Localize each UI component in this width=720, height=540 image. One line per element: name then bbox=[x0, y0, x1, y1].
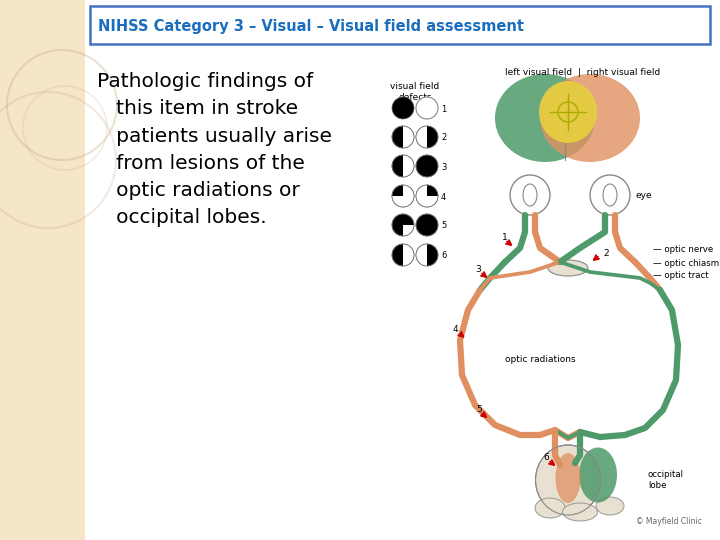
Ellipse shape bbox=[540, 74, 640, 162]
Text: 3: 3 bbox=[441, 163, 446, 172]
Text: optic radiations: optic radiations bbox=[505, 355, 575, 364]
Wedge shape bbox=[403, 155, 414, 177]
Ellipse shape bbox=[562, 503, 598, 521]
Text: occipital
lobe: occipital lobe bbox=[648, 470, 684, 490]
Circle shape bbox=[416, 244, 438, 266]
Wedge shape bbox=[403, 126, 414, 148]
Wedge shape bbox=[416, 185, 427, 207]
Circle shape bbox=[416, 97, 438, 119]
Wedge shape bbox=[403, 185, 414, 207]
FancyBboxPatch shape bbox=[90, 6, 710, 44]
Text: 5: 5 bbox=[476, 406, 482, 415]
Wedge shape bbox=[392, 196, 403, 207]
Text: visual field
defects: visual field defects bbox=[390, 82, 440, 102]
Text: NIHSS Category 3 – Visual – Visual field assessment: NIHSS Category 3 – Visual – Visual field… bbox=[98, 19, 524, 35]
Wedge shape bbox=[416, 244, 427, 266]
Text: 1: 1 bbox=[502, 233, 508, 242]
Circle shape bbox=[392, 155, 414, 177]
Wedge shape bbox=[427, 196, 438, 207]
Text: 1: 1 bbox=[441, 105, 446, 113]
Text: 4: 4 bbox=[441, 192, 446, 201]
Circle shape bbox=[416, 214, 438, 236]
Ellipse shape bbox=[539, 81, 597, 143]
Circle shape bbox=[392, 97, 414, 119]
Bar bbox=[85, 0, 720, 540]
Ellipse shape bbox=[548, 260, 588, 276]
Text: — optic nerve: — optic nerve bbox=[653, 246, 714, 254]
Wedge shape bbox=[403, 244, 414, 266]
Text: Pathologic findings of
   this item in stroke
   patients usually arise
   from : Pathologic findings of this item in stro… bbox=[97, 72, 332, 227]
Ellipse shape bbox=[535, 498, 565, 518]
Text: 6: 6 bbox=[441, 252, 446, 260]
Ellipse shape bbox=[495, 74, 595, 162]
Ellipse shape bbox=[556, 453, 580, 503]
Circle shape bbox=[510, 175, 550, 215]
Text: 6: 6 bbox=[543, 454, 549, 462]
Text: 4: 4 bbox=[453, 326, 459, 334]
Circle shape bbox=[416, 185, 438, 207]
Text: 5: 5 bbox=[441, 221, 446, 231]
Text: 3: 3 bbox=[475, 266, 481, 274]
Circle shape bbox=[392, 126, 414, 148]
Text: 2: 2 bbox=[441, 133, 446, 143]
Text: left visual field  |  right visual field: left visual field | right visual field bbox=[505, 68, 661, 77]
Wedge shape bbox=[403, 225, 414, 236]
Ellipse shape bbox=[536, 445, 600, 515]
Circle shape bbox=[392, 214, 414, 236]
Text: © Mayfield Clinic: © Mayfield Clinic bbox=[636, 517, 702, 526]
Text: — optic tract: — optic tract bbox=[653, 272, 708, 280]
Circle shape bbox=[392, 185, 414, 207]
Wedge shape bbox=[416, 126, 427, 148]
Text: — optic chiasm: — optic chiasm bbox=[653, 259, 719, 267]
Text: eye: eye bbox=[635, 192, 652, 200]
Text: 2: 2 bbox=[603, 248, 608, 258]
Ellipse shape bbox=[579, 448, 617, 503]
Bar bbox=[0, 0, 85, 540]
Circle shape bbox=[416, 155, 438, 177]
Circle shape bbox=[416, 126, 438, 148]
Ellipse shape bbox=[596, 497, 624, 515]
Circle shape bbox=[392, 244, 414, 266]
Circle shape bbox=[590, 175, 630, 215]
